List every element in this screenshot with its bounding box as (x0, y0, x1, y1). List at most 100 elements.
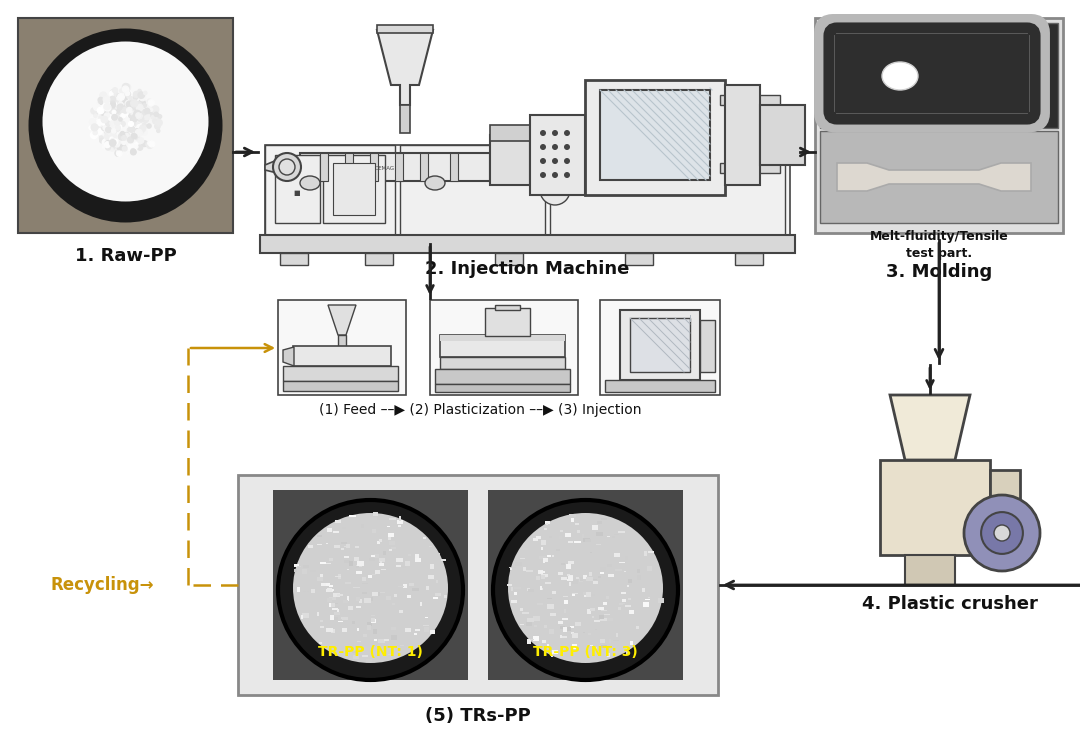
Bar (353, 655, 360, 659)
Bar (519, 558, 525, 559)
Bar (648, 551, 654, 553)
Bar (543, 557, 549, 562)
Circle shape (119, 102, 123, 106)
Bar (544, 521, 550, 524)
Circle shape (124, 135, 130, 140)
Bar (396, 559, 403, 562)
Circle shape (102, 106, 108, 112)
Bar (260, 235, 795, 253)
Bar (552, 649, 557, 655)
Bar (561, 577, 567, 580)
Bar (280, 253, 308, 265)
Circle shape (114, 116, 120, 121)
Circle shape (117, 94, 120, 97)
Circle shape (97, 107, 104, 114)
Bar (373, 592, 378, 596)
Bar (420, 153, 428, 181)
Circle shape (113, 131, 117, 134)
Circle shape (99, 92, 107, 99)
Bar (405, 561, 410, 565)
Bar (562, 636, 567, 638)
Bar (389, 519, 396, 520)
Bar (527, 639, 531, 643)
Bar (534, 538, 538, 541)
Bar (430, 564, 433, 569)
Bar (599, 639, 606, 643)
Circle shape (112, 115, 118, 120)
Bar (540, 541, 545, 544)
Circle shape (122, 143, 125, 146)
Circle shape (154, 112, 159, 116)
Circle shape (540, 172, 546, 178)
Circle shape (107, 128, 111, 131)
Bar (395, 565, 401, 567)
Circle shape (126, 111, 132, 116)
Bar (626, 585, 629, 587)
Bar (423, 625, 429, 627)
Bar (356, 627, 359, 631)
Circle shape (105, 128, 109, 132)
Bar (388, 654, 394, 655)
Bar (623, 571, 625, 572)
Bar (318, 612, 320, 616)
Circle shape (144, 91, 147, 94)
Bar (548, 645, 550, 648)
Bar (590, 608, 595, 611)
Bar (602, 610, 607, 612)
Bar (374, 592, 380, 596)
Circle shape (90, 119, 96, 125)
Circle shape (118, 94, 124, 100)
Circle shape (110, 133, 117, 140)
Circle shape (106, 131, 112, 137)
Circle shape (100, 109, 107, 116)
Bar (584, 540, 592, 542)
Bar (354, 557, 360, 561)
Bar (618, 606, 621, 610)
Bar (526, 622, 532, 626)
Circle shape (134, 113, 139, 119)
Bar (300, 153, 490, 181)
Circle shape (111, 103, 116, 108)
Bar (495, 253, 523, 265)
Bar (621, 593, 625, 594)
Circle shape (116, 143, 120, 147)
Bar (586, 577, 593, 581)
Bar (611, 536, 616, 538)
Bar (392, 603, 394, 605)
Ellipse shape (273, 153, 301, 181)
Circle shape (105, 142, 110, 148)
Circle shape (113, 100, 119, 106)
Circle shape (111, 143, 118, 149)
Bar (368, 575, 372, 578)
Circle shape (118, 104, 123, 109)
Bar (238, 475, 718, 695)
Bar (636, 626, 638, 630)
Bar (374, 554, 379, 558)
Circle shape (158, 115, 162, 119)
Bar (399, 525, 401, 527)
Circle shape (139, 127, 145, 132)
Bar (583, 592, 589, 595)
Text: TR-PP (NT: 3): TR-PP (NT: 3) (534, 645, 638, 659)
Bar (435, 593, 442, 596)
Bar (302, 569, 307, 574)
Bar (319, 643, 322, 644)
Bar (441, 559, 446, 561)
Circle shape (116, 153, 120, 156)
Bar (362, 583, 367, 584)
Bar (395, 153, 403, 181)
Circle shape (99, 139, 104, 143)
Circle shape (99, 116, 103, 119)
Bar (435, 580, 437, 583)
Bar (595, 544, 602, 545)
Circle shape (120, 122, 125, 126)
Circle shape (132, 134, 137, 139)
Bar (540, 571, 544, 573)
Circle shape (147, 142, 153, 149)
Bar (541, 577, 546, 578)
Bar (356, 565, 363, 566)
Text: 4. Plastic crusher: 4. Plastic crusher (862, 595, 1038, 613)
Ellipse shape (882, 62, 918, 90)
Bar (549, 536, 552, 538)
Bar (293, 346, 391, 366)
